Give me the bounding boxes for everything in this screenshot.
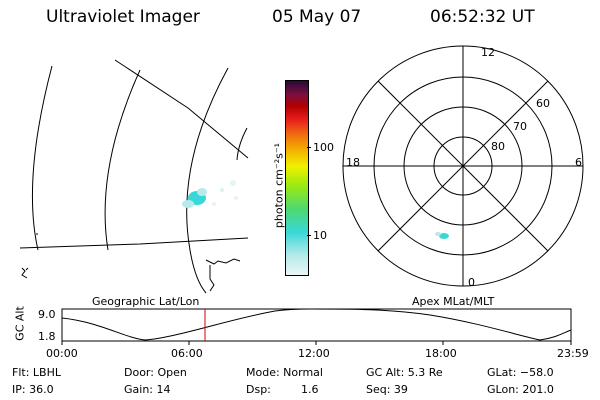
seq-info: Seq: 39	[366, 383, 408, 396]
aurora-blob-polar	[435, 232, 449, 239]
time-tick-0000: 00:00	[46, 347, 78, 360]
glat-info: GLat: −58.0	[487, 366, 554, 379]
mode-info: Mode: Normal	[246, 366, 323, 379]
mlt-label-18: 18	[346, 156, 360, 169]
latitude-arc-3	[186, 67, 229, 294]
latitude-arc-2	[104, 69, 141, 251]
dsp-value: 1.6	[301, 383, 319, 396]
colorbar-tick-10-mark	[307, 235, 311, 236]
latitude-arc-4	[236, 127, 248, 161]
time-label: 06:52:32 UT	[430, 7, 535, 27]
gain-info: Gain: 14	[124, 383, 171, 396]
colorbar-tick-100-mark	[307, 147, 311, 148]
aurora-blob-geo	[182, 180, 238, 208]
coastline-2	[205, 258, 241, 292]
mlat-label-70: 70	[513, 120, 527, 133]
altitude-axis-label: GC Alt	[13, 306, 27, 341]
gc-alt-info: GC Alt: 5.3 Re	[366, 366, 443, 379]
colorbar-unit-label: photon cm⁻²s⁻¹	[272, 142, 286, 229]
filter-info: Flt: LBHL	[12, 366, 61, 379]
time-tick-1800: 18:00	[425, 347, 457, 360]
altitude-tick-1-8: 1.8	[38, 330, 56, 343]
dsp-label: Dsp:	[246, 383, 271, 396]
mlat-label-80: 80	[491, 140, 505, 153]
colorbar-tick-10: 10	[313, 229, 327, 242]
instrument-title: Ultraviolet Imager	[46, 7, 200, 27]
ip-info: IP: 36.0	[12, 383, 54, 396]
time-tick-2359: 23:59	[557, 347, 589, 360]
mlt-label-0: 0	[468, 276, 475, 289]
mlt-label-12: 12	[481, 46, 495, 59]
time-tick-0600: 06:00	[171, 347, 203, 360]
time-tick-1200: 12:00	[298, 347, 330, 360]
geo-panel-caption: Geographic Lat/Lon	[92, 295, 200, 308]
altitude-tick-9: 9.0	[38, 308, 56, 321]
polar-panel-caption: Apex MLat/MLT	[412, 295, 495, 308]
mlt-label-6: 6	[575, 156, 582, 169]
glon-info: GLon: 201.0	[487, 383, 554, 396]
colorbar	[285, 80, 309, 276]
coastline-1	[21, 267, 29, 279]
meridian-line	[114, 59, 249, 159]
date-label: 05 May 07	[272, 7, 362, 27]
equator-line	[19, 237, 249, 249]
colorbar-tick-100: 100	[313, 141, 334, 154]
latitude-arc-1	[31, 65, 53, 251]
door-info: Door: Open	[124, 366, 187, 379]
altitude-curve	[61, 308, 572, 341]
mlat-label-60: 60	[536, 97, 550, 110]
